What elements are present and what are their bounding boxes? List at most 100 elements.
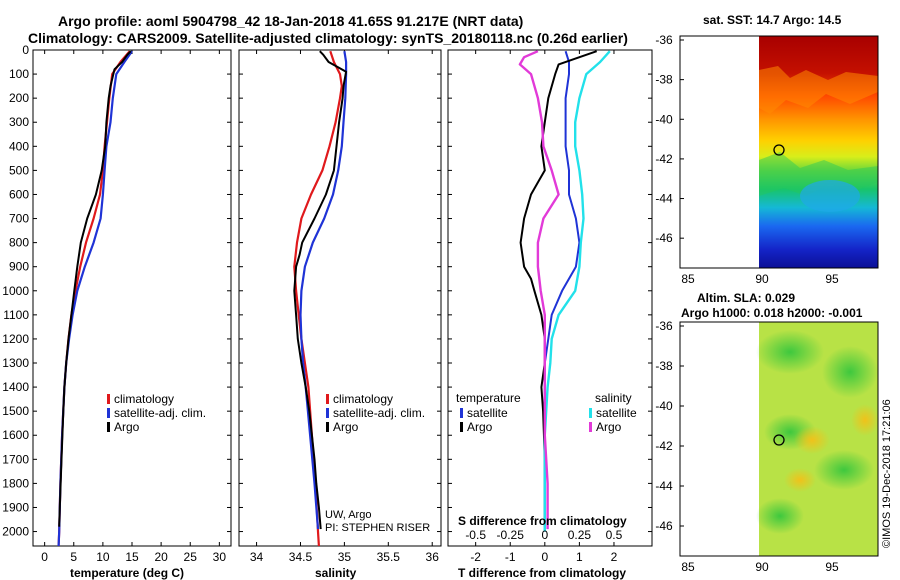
series-line-argo [293, 50, 348, 530]
depth-tick-label: 100 [9, 67, 29, 81]
lon-tick-label: 90 [755, 560, 769, 574]
lat-tick-label: -46 [655, 231, 673, 245]
legend-salinity-heading: salinity [595, 391, 632, 405]
difference-legend: temperature satellite Argo salinity sate… [456, 391, 637, 434]
lat-tick-label: -44 [655, 192, 673, 206]
x-tick-label: 2 [611, 550, 618, 564]
sla-map-blob [814, 450, 874, 490]
depth-tick-label: 300 [9, 115, 29, 129]
s-difference-x-axis: -0.5 -0.25 0 0.25 0.5 [465, 528, 622, 542]
salinity-xlabel: salinity [315, 566, 357, 580]
legend-s-satellite: satellite [596, 406, 637, 420]
depth-axis: 0 100 200 300 400 500 600 700 800 900 1000 1100 1200… [2, 43, 231, 539]
legend-satellite: satellite-adj. clim. [114, 406, 206, 420]
depth-tick-label: 1600 [2, 428, 29, 442]
x-tick-label: 0 [541, 550, 548, 564]
lat-tick-label: -42 [655, 152, 673, 166]
legend-swatch-climatology [107, 394, 110, 404]
x-tick-label: 0 [41, 550, 48, 564]
salinity-panel-frame [238, 49, 442, 547]
depth-tick-label: 1000 [2, 284, 29, 298]
legend-temperature-heading: temperature [456, 391, 521, 405]
depth-tick-label: 900 [9, 260, 29, 274]
temperature-series [57, 50, 133, 547]
legend-swatch-climatology [326, 394, 329, 404]
sla-map-lat-axis: -36 -38 -40 -42 -44 -46 [655, 319, 684, 533]
sst-map-front-orange [759, 66, 878, 114]
s-diff-tick-label: 0 [541, 528, 548, 542]
lat-tick-label: -40 [655, 112, 673, 126]
depth-tick-label: 1300 [2, 356, 29, 370]
legend-swatch-satellite [326, 408, 329, 418]
x-tick-label: 1 [576, 550, 583, 564]
legend-argo: Argo [114, 420, 140, 434]
salinity-series [293, 50, 348, 547]
depth-tick-label: 0 [22, 43, 29, 57]
sst-map-eddy [800, 180, 860, 212]
x-tick-label: -1 [505, 550, 516, 564]
x-tick-label: 20 [154, 550, 168, 564]
sst-map-lat-axis: -36 -38 -40 -42 -44 -46 [655, 33, 684, 245]
lat-tick-label: -46 [655, 519, 673, 533]
sla-map-blob [756, 330, 824, 374]
legend-swatch-argo [326, 422, 329, 432]
difference-series [518, 50, 611, 532]
credit-line1: UW, Argo [325, 509, 371, 521]
sst-map-title: sat. SST: 14.7 Argo: 14.5 [703, 13, 842, 27]
lat-tick-label: -36 [655, 33, 673, 47]
series-line-s-satellite [543, 50, 611, 532]
imos-credit: ©IMOS 19-Dec-2018 17:21:06 [881, 399, 893, 548]
depth-tick-label: 1500 [2, 404, 29, 418]
temperature-panel: 0100200300400500600700800900100011001200… [2, 43, 232, 580]
lon-tick-label: 90 [755, 272, 769, 286]
difference-panel-frame [447, 49, 653, 547]
salinity-y-ticks [239, 49, 441, 533]
depth-tick-label: 2000 [2, 525, 29, 539]
sla-map-title-line1: Altim. SLA: 0.029 [697, 291, 795, 305]
lon-tick-label: 95 [825, 560, 839, 574]
lon-tick-label: 85 [681, 272, 695, 286]
depth-tick-label: 1800 [2, 476, 29, 490]
legend-t-argo: Argo [467, 420, 493, 434]
depth-tick-label: 400 [9, 139, 29, 153]
x-tick-label: 30 [213, 550, 227, 564]
x-tick-label: 10 [96, 550, 110, 564]
x-tick-label: 36 [426, 550, 440, 564]
lat-tick-label: -42 [655, 439, 673, 453]
s-diff-tick-label: -0.5 [465, 528, 486, 542]
credit-line2: PI: STEPHEN RISER [325, 522, 430, 534]
sla-map-warm-blob [851, 404, 879, 436]
lon-tick-label: 85 [681, 560, 695, 574]
depth-tick-label: 1400 [2, 380, 29, 394]
temperature-legend: climatology satellite-adj. clim. Argo [107, 392, 206, 434]
depth-tick-label: 600 [9, 187, 29, 201]
legend-swatch-s-argo [589, 422, 592, 432]
x-tick-label: 34 [250, 550, 264, 564]
legend-swatch-t-satellite [460, 408, 463, 418]
s-difference-xlabel: S difference from climatology [458, 514, 627, 528]
sla-map-lon-axis: 85 90 95 [681, 560, 839, 574]
series-line-s-argo [518, 50, 560, 530]
depth-tick-label: 1200 [2, 332, 29, 346]
lat-tick-label: -38 [655, 73, 673, 87]
legend-s-argo: Argo [596, 420, 622, 434]
sla-map-warm-blob [794, 426, 830, 454]
depth-tick-label: 1900 [2, 500, 29, 514]
sla-map-blob [822, 346, 878, 398]
series-line-argo [58, 50, 132, 527]
lat-tick-label: -36 [655, 319, 673, 333]
lat-tick-label: -40 [655, 399, 673, 413]
depth-tick-label: 200 [9, 91, 29, 105]
lat-tick-label: -38 [655, 359, 673, 373]
legend-t-satellite: satellite [467, 406, 508, 420]
series-line-satellite-adj-clim- [57, 50, 133, 547]
x-tick-label: 35.5 [377, 550, 401, 564]
s-diff-tick-label: 0.5 [606, 528, 623, 542]
x-tick-label: 15 [125, 550, 139, 564]
x-tick-label: 35 [338, 550, 352, 564]
difference-y-ticks [448, 49, 652, 533]
legend-swatch-t-argo [460, 422, 463, 432]
t-difference-x-axis: -2 -1 0 1 2 [470, 50, 618, 564]
legend-climatology: climatology [114, 392, 174, 406]
legend-satellite: satellite-adj. clim. [333, 406, 425, 420]
